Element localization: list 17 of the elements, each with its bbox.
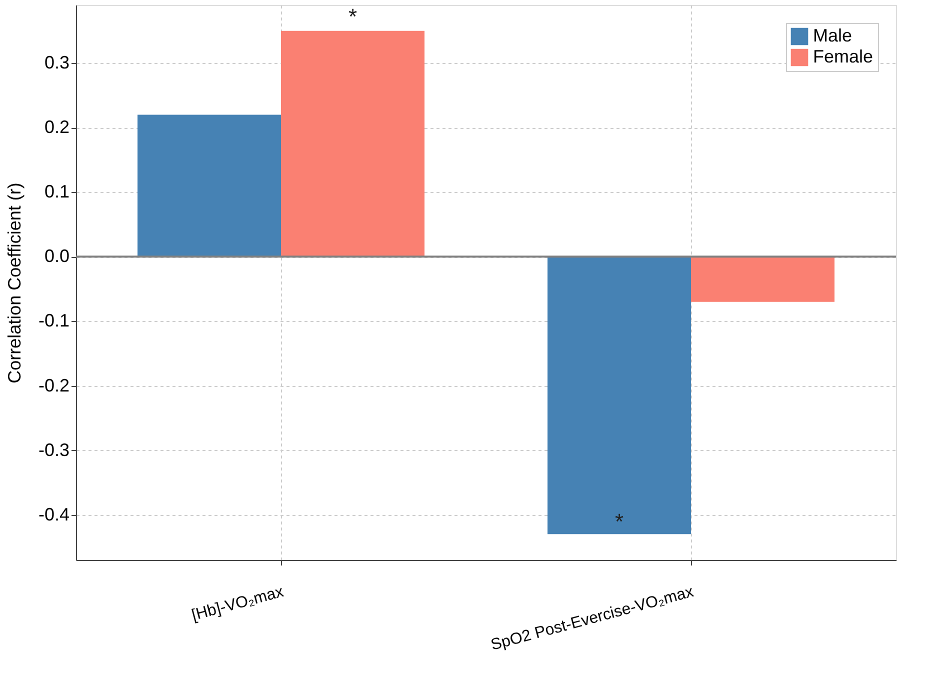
y-axis-title: Correlation Coefficient (r) [4, 182, 24, 384]
y-tick-label: 0.1 [44, 182, 70, 202]
bar [691, 256, 834, 302]
annotation: * [614, 509, 624, 534]
y-tick-label: -0.1 [38, 310, 70, 331]
y-tick-label: 0.0 [44, 246, 70, 266]
y-tick-label: -0.2 [38, 375, 70, 396]
y-tick-label: 0.3 [44, 52, 70, 73]
legend-label: Male [813, 26, 852, 46]
bar [548, 256, 691, 534]
y-tick-label: -0.3 [38, 440, 70, 460]
legend-label: Female [813, 46, 874, 66]
y-tick-label: 0.2 [44, 117, 70, 138]
annotation: * [348, 4, 358, 29]
bar [281, 30, 424, 257]
bar [138, 114, 281, 257]
y-tick-label: -0.4 [38, 504, 70, 524]
